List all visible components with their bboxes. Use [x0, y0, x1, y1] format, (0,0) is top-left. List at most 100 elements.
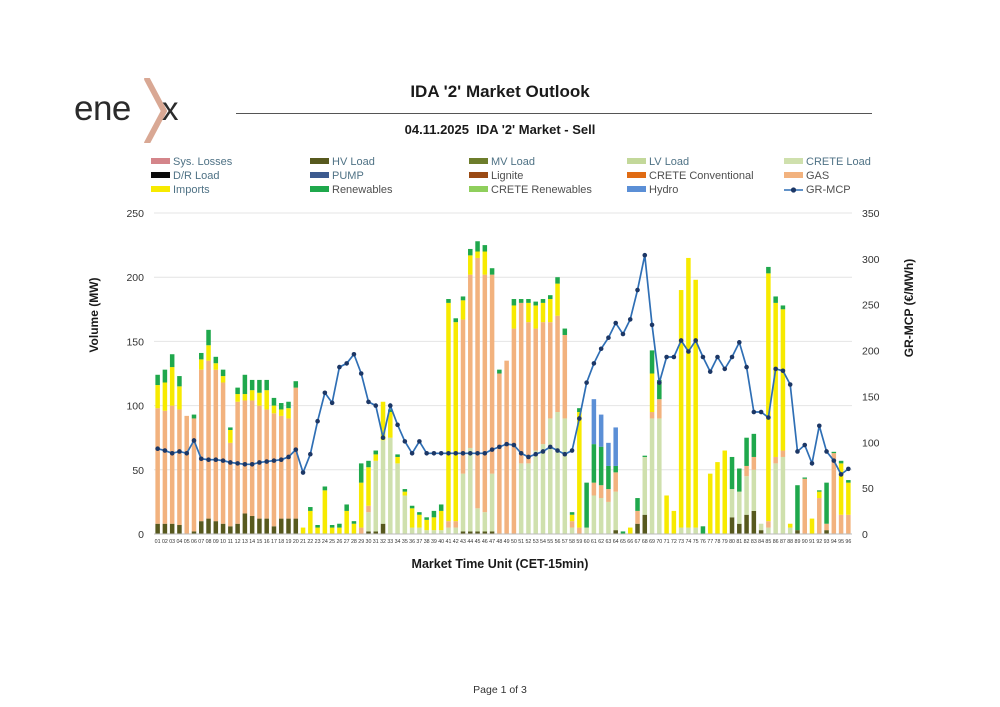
svg-text:91: 91	[809, 539, 815, 545]
svg-text:53: 53	[533, 539, 539, 545]
svg-text:02: 02	[162, 539, 168, 545]
svg-text:73: 73	[678, 539, 684, 545]
svg-text:41: 41	[446, 539, 452, 545]
svg-text:33: 33	[387, 539, 393, 545]
svg-text:76: 76	[700, 539, 706, 545]
svg-text:43: 43	[460, 539, 466, 545]
svg-text:61: 61	[591, 539, 597, 545]
svg-text:14: 14	[249, 539, 255, 545]
svg-text:88: 88	[787, 539, 793, 545]
svg-text:79: 79	[722, 539, 728, 545]
svg-text:09: 09	[213, 539, 219, 545]
svg-text:29: 29	[358, 539, 364, 545]
svg-text:27: 27	[344, 539, 350, 545]
svg-text:67: 67	[635, 539, 641, 545]
svg-text:74: 74	[685, 539, 691, 545]
svg-text:12: 12	[235, 539, 241, 545]
svg-text:50: 50	[511, 539, 517, 545]
svg-text:72: 72	[671, 539, 677, 545]
svg-text:07: 07	[198, 539, 204, 545]
svg-text:28: 28	[351, 539, 357, 545]
svg-text:03: 03	[169, 539, 175, 545]
svg-text:66: 66	[627, 539, 633, 545]
svg-text:23: 23	[315, 539, 321, 545]
svg-text:81: 81	[736, 539, 742, 545]
svg-text:13: 13	[242, 539, 248, 545]
svg-text:19: 19	[286, 539, 292, 545]
svg-text:36: 36	[409, 539, 415, 545]
svg-text:44: 44	[467, 539, 473, 545]
svg-text:0: 0	[138, 529, 144, 541]
svg-text:100: 100	[862, 437, 880, 449]
svg-text:250: 250	[862, 300, 880, 312]
svg-text:57: 57	[562, 539, 568, 545]
svg-text:50: 50	[132, 465, 144, 477]
svg-text:18: 18	[278, 539, 284, 545]
svg-text:78: 78	[715, 539, 721, 545]
svg-text:71: 71	[664, 539, 670, 545]
svg-text:20: 20	[293, 539, 299, 545]
svg-text:55: 55	[547, 539, 553, 545]
svg-text:01: 01	[155, 539, 161, 545]
svg-text:94: 94	[831, 539, 837, 545]
svg-text:39: 39	[431, 539, 437, 545]
svg-text:150: 150	[126, 336, 144, 348]
svg-text:82: 82	[744, 539, 750, 545]
svg-text:04: 04	[176, 539, 182, 545]
svg-text:42: 42	[453, 539, 459, 545]
svg-text:350: 350	[862, 208, 880, 220]
svg-text:84: 84	[758, 539, 764, 545]
svg-text:15: 15	[256, 539, 262, 545]
svg-text:89: 89	[795, 539, 801, 545]
svg-text:17: 17	[271, 539, 277, 545]
svg-text:58: 58	[569, 539, 575, 545]
svg-text:40: 40	[438, 539, 444, 545]
svg-text:200: 200	[126, 272, 144, 284]
svg-text:06: 06	[191, 539, 197, 545]
svg-text:05: 05	[184, 539, 190, 545]
svg-text:75: 75	[693, 539, 699, 545]
svg-text:93: 93	[824, 539, 830, 545]
svg-text:50: 50	[862, 483, 874, 495]
svg-text:32: 32	[380, 539, 386, 545]
svg-text:54: 54	[540, 539, 546, 545]
svg-text:47: 47	[489, 539, 495, 545]
svg-text:77: 77	[707, 539, 713, 545]
svg-text:35: 35	[402, 539, 408, 545]
svg-text:64: 64	[613, 539, 619, 545]
svg-text:11: 11	[228, 539, 234, 545]
svg-text:08: 08	[206, 539, 212, 545]
svg-text:300: 300	[862, 254, 880, 266]
svg-text:250: 250	[126, 208, 144, 220]
svg-text:69: 69	[649, 539, 655, 545]
svg-text:70: 70	[656, 539, 662, 545]
svg-text:92: 92	[816, 539, 822, 545]
svg-text:150: 150	[862, 391, 880, 403]
svg-text:90: 90	[802, 539, 808, 545]
svg-text:87: 87	[780, 539, 786, 545]
svg-text:37: 37	[416, 539, 422, 545]
svg-text:51: 51	[518, 539, 524, 545]
svg-text:100: 100	[126, 401, 144, 413]
svg-text:38: 38	[424, 539, 430, 545]
svg-text:86: 86	[773, 539, 779, 545]
svg-text:68: 68	[642, 539, 648, 545]
svg-text:22: 22	[307, 539, 313, 545]
svg-text:59: 59	[576, 539, 582, 545]
svg-text:25: 25	[329, 539, 335, 545]
svg-text:16: 16	[264, 539, 270, 545]
svg-text:34: 34	[395, 539, 401, 545]
svg-text:95: 95	[838, 539, 844, 545]
svg-text:80: 80	[729, 539, 735, 545]
svg-text:49: 49	[504, 539, 510, 545]
svg-text:21: 21	[300, 539, 306, 545]
svg-text:0: 0	[862, 529, 868, 541]
svg-text:200: 200	[862, 346, 880, 358]
svg-text:10: 10	[220, 539, 226, 545]
svg-text:60: 60	[584, 539, 590, 545]
svg-text:31: 31	[373, 539, 379, 545]
svg-text:30: 30	[366, 539, 372, 545]
svg-text:52: 52	[525, 539, 531, 545]
svg-text:46: 46	[482, 539, 488, 545]
svg-text:45: 45	[475, 539, 481, 545]
